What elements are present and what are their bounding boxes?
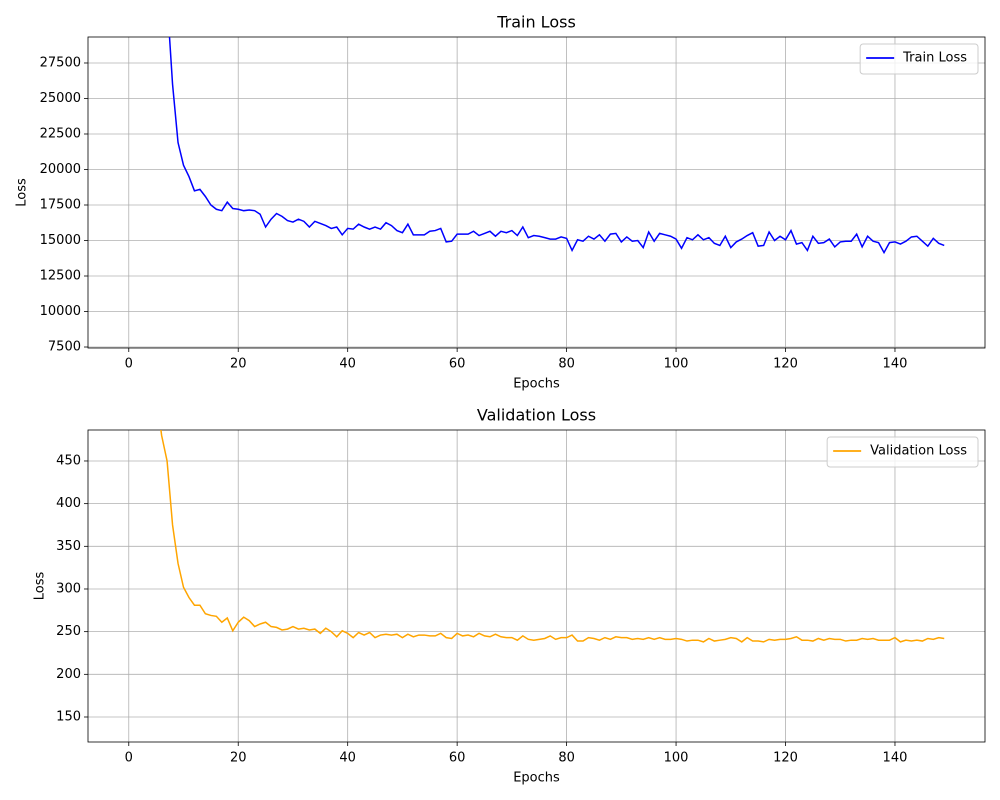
x-tick-label: 20 <box>230 357 247 372</box>
y-tick-label: 250 <box>56 624 81 639</box>
axes: 0 20 40 60 80 100 120 140 150 200 250 300 350 400 450 V… <box>33 406 986 786</box>
y-tick-label: 27500 <box>40 55 81 70</box>
x-tick-label: 20 <box>230 751 247 766</box>
legend-box <box>826 436 979 468</box>
x-tick-label: 140 <box>883 751 908 766</box>
x-tick-label: 80 <box>558 751 575 766</box>
plot-frame <box>87 429 986 743</box>
y-tick-label: 300 <box>56 581 81 596</box>
legend-label: Validation Loss <box>870 444 967 459</box>
y-tick-label: 20000 <box>40 162 81 177</box>
x-tick-label: 0 <box>125 751 133 766</box>
y-tick-label: 10000 <box>40 304 81 319</box>
y-tick-label: 25000 <box>40 91 81 106</box>
axes: 0 20 40 60 80 100 120 140 7500 10000 12500 15000 175… <box>15 13 986 392</box>
data-line <box>168 37 945 255</box>
y-tick-label: 400 <box>56 496 81 511</box>
x-tick-label: 100 <box>664 357 689 372</box>
y-tick-label: 450 <box>56 453 81 468</box>
legend: Validation Loss <box>826 436 979 468</box>
chart-title: Train Loss <box>496 13 576 32</box>
y-tick-label: 150 <box>56 709 81 724</box>
legend-label: Train Loss <box>902 51 967 66</box>
y-tick-label: 17500 <box>40 197 81 212</box>
x-tick-label: 0 <box>125 357 133 372</box>
x-tick-label: 60 <box>449 751 466 766</box>
y-tick-label: 12500 <box>40 269 81 284</box>
x-tick-label: 120 <box>773 357 798 372</box>
x-axis-label: Epochs <box>513 771 560 786</box>
x-tick-label: 120 <box>773 751 798 766</box>
data-line <box>160 430 945 643</box>
x-axis-label: Epochs <box>513 377 560 392</box>
x-tick-label: 140 <box>883 357 908 372</box>
y-tick-label: 350 <box>56 539 81 554</box>
x-tick-label: 80 <box>558 357 575 372</box>
y-tick-label: 200 <box>56 667 81 682</box>
chart-title: Validation Loss <box>477 406 596 425</box>
legend: Train Loss <box>859 43 979 75</box>
plot-frame <box>87 36 986 349</box>
y-tick-label: 7500 <box>48 340 81 355</box>
y-axis-label: Loss <box>33 572 48 601</box>
legend-box <box>859 43 979 75</box>
x-tick-label: 60 <box>449 357 466 372</box>
x-tick-label: 100 <box>664 751 689 766</box>
y-tick-label: 22500 <box>40 126 81 141</box>
y-tick-label: 15000 <box>40 233 81 248</box>
x-tick-label: 40 <box>339 751 356 766</box>
x-tick-label: 40 <box>339 357 356 372</box>
y-axis-label: Loss <box>15 178 30 207</box>
